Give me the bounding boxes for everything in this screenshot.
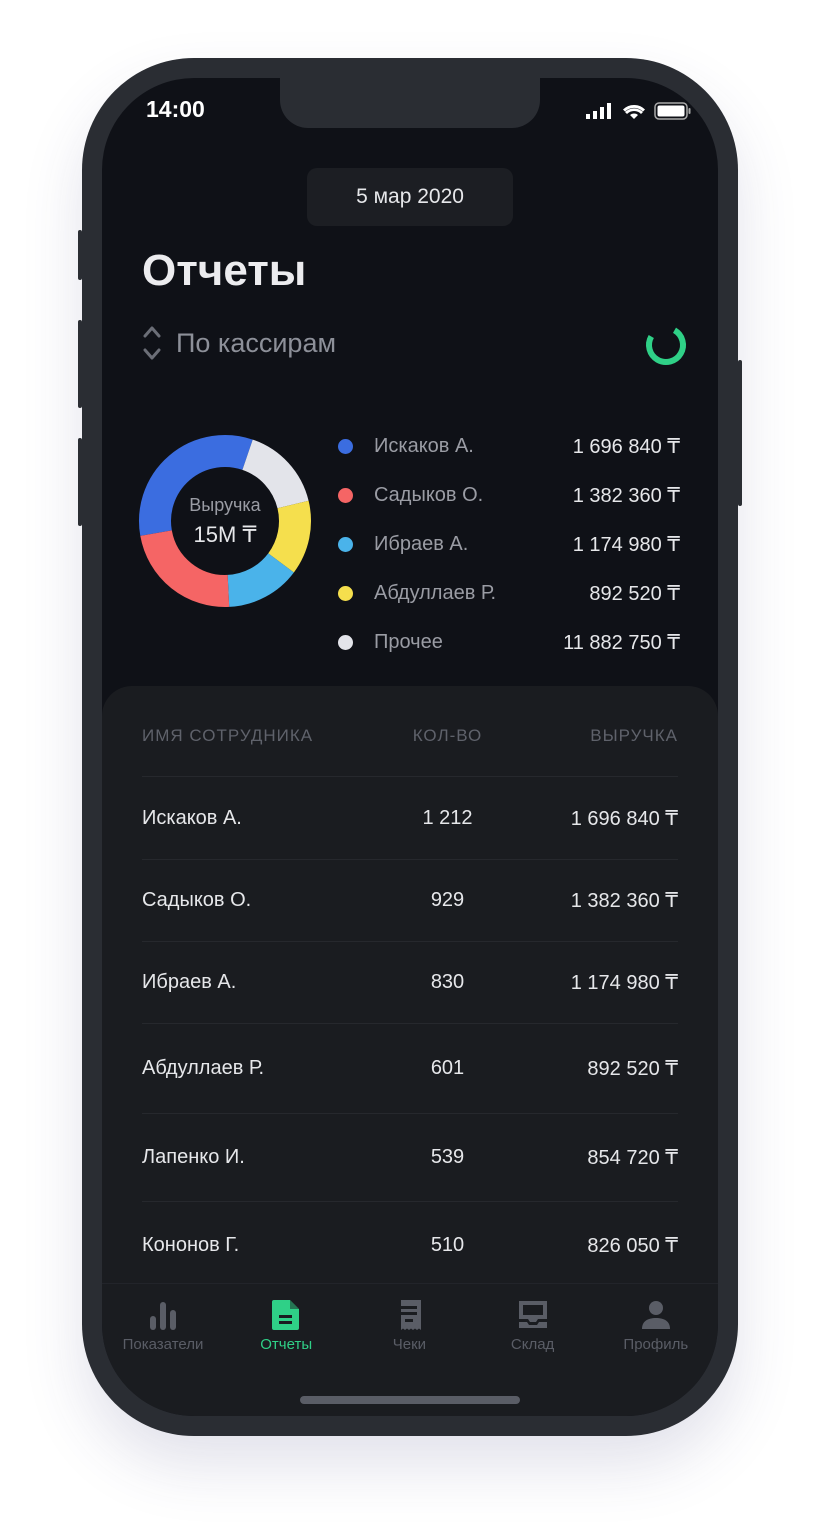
employee-name: Лапенко И.: [142, 1146, 245, 1168]
sort-label: По кассирам: [176, 327, 337, 358]
tab-label: Склад: [510, 1336, 555, 1353]
employee-revenue: 854 720 ₸: [587, 1147, 678, 1169]
legend-name: Прочее: [374, 631, 443, 653]
bar-chart-icon: [102, 1298, 225, 1332]
legend-name: Ибраев А.: [374, 533, 469, 555]
legend-name: Искаков А.: [374, 435, 474, 457]
legend-item: Абдуллаев Р. 892 520 ₸: [338, 569, 680, 618]
table-row[interactable]: Абдуллаев Р. 601 892 520 ₸: [142, 1024, 678, 1114]
wifi-icon: [623, 104, 645, 119]
legend-dot: [338, 439, 353, 454]
tab-inbox[interactable]: Склад: [471, 1298, 595, 1353]
revenue-donut-chart: Выручка 15M ₸: [132, 428, 318, 619]
table-row[interactable]: Ибраев А. 830 1 174 980 ₸: [142, 942, 678, 1024]
donut-segment: [241, 439, 309, 509]
legend-value: 1 382 360 ₸: [572, 485, 680, 507]
legend-dot: [338, 537, 353, 552]
tab-document[interactable]: Отчеты: [224, 1298, 348, 1353]
status-time: 14:00: [146, 96, 205, 122]
legend-dot: [338, 635, 353, 650]
employee-name: Искаков А.: [142, 806, 242, 829]
receipt-icon: [347, 1298, 471, 1332]
tab-label: Чеки: [392, 1336, 427, 1353]
tab-bar: Показатели Отчеты Чеки Склад Профиль: [102, 1283, 718, 1416]
legend-item: Прочее 11 882 750 ₸: [338, 618, 680, 667]
tab-user[interactable]: Профиль: [594, 1298, 718, 1353]
legend-dot: [338, 488, 353, 503]
page-title: Отчеты: [142, 246, 307, 295]
employee-revenue: 892 520 ₸: [587, 1058, 678, 1080]
user-icon: [594, 1298, 718, 1332]
loading-spinner-icon: [646, 325, 686, 365]
legend-name: Абдуллаев Р.: [374, 582, 497, 604]
legend-item: Искаков А. 1 696 840 ₸: [338, 422, 680, 471]
legend-value: 1 696 840 ₸: [572, 436, 680, 458]
legend-value: 892 520 ₸: [589, 583, 680, 605]
tab-label: Профиль: [623, 1336, 689, 1353]
tab-label: Отчеты: [260, 1336, 313, 1353]
column-header-name[interactable]: ИМЯ СОТРУДНИКА: [142, 726, 314, 745]
date-picker-button[interactable]: 5 мар 2020: [307, 168, 513, 226]
table-row[interactable]: Кононов Г. 510 826 050 ₸: [142, 1202, 678, 1290]
employee-revenue: 826 050 ₸: [587, 1235, 678, 1257]
employee-name: Ибраев А.: [142, 971, 237, 993]
legend-dot: [338, 586, 353, 601]
employee-count: 601: [430, 1057, 465, 1079]
donut-center-value: 15M ₸: [193, 521, 257, 547]
legend-name: Садыков О.: [374, 484, 484, 506]
column-header-count[interactable]: КОЛ-ВО: [412, 726, 483, 745]
sort-selector[interactable]: По кассирам: [142, 324, 336, 362]
employee-revenue: 1 382 360 ₸: [570, 890, 678, 912]
table-row[interactable]: Лапенко И. 539 854 720 ₸: [142, 1114, 678, 1202]
table-row[interactable]: Искаков А. 1 212 1 696 840 ₸: [142, 777, 678, 860]
document-icon: [224, 1298, 348, 1332]
column-header-revenue[interactable]: ВЫРУЧКА: [590, 726, 678, 745]
inbox-icon: [471, 1298, 595, 1332]
employee-count: 1 212: [422, 806, 473, 829]
table-row[interactable]: Садыков О. 929 1 382 360 ₸: [142, 860, 678, 942]
chart-legend: Искаков А. 1 696 840 ₸ Садыков О. 1 382 …: [338, 422, 680, 667]
donut-segment: [226, 552, 294, 607]
donut-center-label: Выручка: [189, 494, 261, 515]
screen: 14:00 5 мар 2020 Отчеты По кассирам Выру…: [102, 78, 718, 1416]
employee-count: 830: [430, 971, 465, 993]
sort-chevrons-icon: [143, 326, 161, 360]
donut-segment: [267, 500, 311, 573]
tab-receipt[interactable]: Чеки: [347, 1298, 471, 1353]
employee-count: 929: [430, 889, 465, 911]
legend-item: Садыков О. 1 382 360 ₸: [338, 471, 680, 520]
home-indicator[interactable]: [300, 1396, 520, 1404]
legend-value: 1 174 980 ₸: [572, 534, 680, 556]
employee-name: Садыков О.: [142, 889, 252, 911]
table-header: ИМЯ СОТРУДНИКА КОЛ-ВО ВЫРУЧКА: [142, 726, 678, 777]
legend-value: 11 882 750 ₸: [563, 632, 680, 654]
phone-frame: 14:00 5 мар 2020 Отчеты По кассирам Выру…: [78, 58, 742, 1436]
legend-item: Ибраев А. 1 174 980 ₸: [338, 520, 680, 569]
notch: [280, 78, 540, 128]
signal-icon: [586, 103, 611, 119]
employee-revenue: 1 174 980 ₸: [570, 972, 678, 994]
status-icons: [586, 102, 692, 120]
employee-count: 510: [430, 1234, 465, 1256]
employee-revenue: 1 696 840 ₸: [570, 807, 678, 830]
employee-count: 539: [430, 1146, 465, 1168]
employee-table: ИМЯ СОТРУДНИКА КОЛ-ВО ВЫРУЧКА Искаков А.…: [102, 686, 718, 1290]
tab-bar-chart[interactable]: Показатели: [102, 1298, 225, 1353]
employee-name: Абдуллаев Р.: [142, 1057, 265, 1079]
donut-segment: [139, 435, 253, 536]
donut-segment: [140, 529, 230, 607]
employee-name: Кононов Г.: [142, 1234, 240, 1256]
battery-icon: [654, 102, 691, 120]
tab-label: Показатели: [122, 1336, 204, 1353]
